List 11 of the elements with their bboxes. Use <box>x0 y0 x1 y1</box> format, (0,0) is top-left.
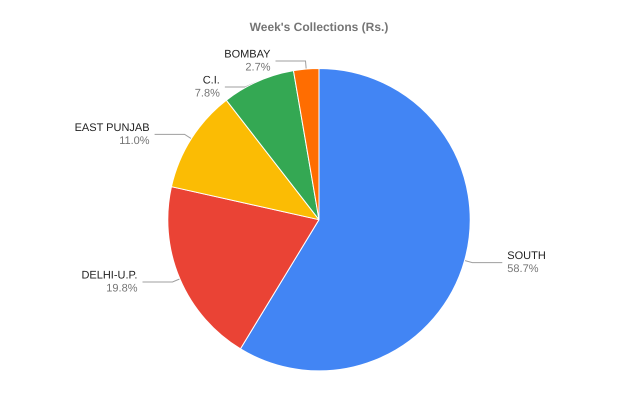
chart-title: Week's Collections (Rs.) <box>250 20 388 34</box>
data-label: 19.8% <box>106 282 138 294</box>
data-label: 7.8% <box>194 88 220 100</box>
data-label: 58.7% <box>507 263 539 276</box>
slice-label: C.I. <box>202 74 220 87</box>
data-label: 2.7% <box>245 62 271 74</box>
slice-label: EAST PUNJAB <box>74 122 150 134</box>
slice-label: DELHI-U.P. <box>81 269 138 282</box>
data-label: 11.0% <box>119 134 150 147</box>
slice-label: SOUTH <box>507 250 546 262</box>
slice-label: BOMBAY <box>224 48 272 61</box>
